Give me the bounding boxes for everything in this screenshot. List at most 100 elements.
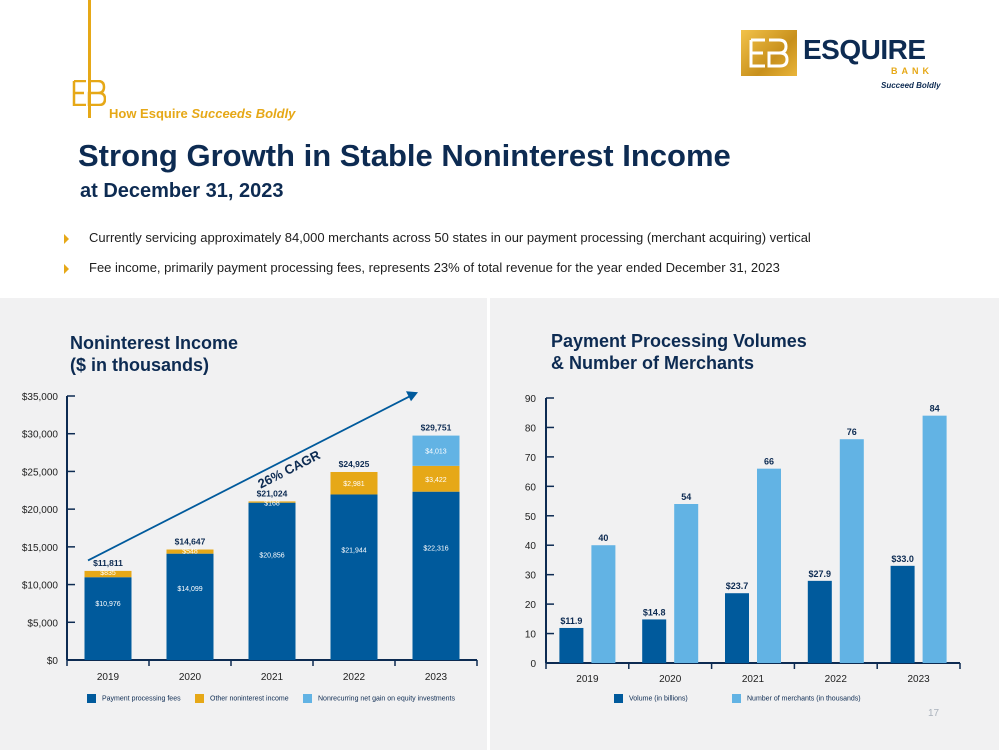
legend-label: Other noninterest income — [210, 695, 289, 703]
bar-segment — [166, 549, 214, 554]
bar-segment — [412, 465, 460, 492]
x-tick-label: 2022 — [825, 674, 848, 685]
x-tick-label: 2021 — [742, 674, 765, 685]
y-tick-label: 90 — [525, 394, 537, 405]
page-subtitle: at December 31, 2023 — [80, 180, 284, 202]
bar — [807, 580, 832, 663]
x-tick-label: 2023 — [425, 672, 448, 683]
bar-value-label: $33.0 — [891, 554, 914, 564]
bullet-item: Fee income, primarily payment processing… — [64, 260, 780, 275]
bullet-arrow-icon — [64, 263, 69, 274]
y-tick-label: $20,000 — [22, 505, 59, 516]
chart-title: Noninterest Income ($ in thousands) — [70, 332, 238, 376]
legend-swatch — [87, 694, 96, 703]
bar — [725, 593, 749, 663]
bar-value-label: 66 — [764, 457, 774, 467]
chart-title-line2: & Number of Merchants — [551, 353, 755, 373]
y-tick-label: $25,000 — [22, 467, 59, 478]
bar-value-label: $21,944 — [341, 547, 366, 554]
bar-value-label: $168 — [264, 500, 280, 507]
bar-value-label: $10,976 — [95, 601, 120, 608]
legend-swatch — [195, 694, 204, 703]
bar-value-label: 54 — [681, 492, 691, 502]
esquire-logo: ESQUIRE BANK Succeed Boldly — [741, 30, 941, 92]
legend-swatch — [614, 694, 623, 703]
logo-wordmark: ESQUIRE — [803, 34, 926, 65]
noninterest-income-chart: $0 $5,000 $10,000 $15,000 $20,000 $25,000 $30,… — [22, 391, 478, 683]
bar-value-label: $835 — [100, 570, 116, 577]
bar — [559, 627, 584, 663]
y-tick-label: $15,000 — [22, 543, 59, 554]
y-tick-label: 20 — [525, 600, 537, 611]
bar-value-label: $4,013 — [425, 449, 447, 456]
logo-emblem — [741, 30, 797, 76]
page-number: 17 — [928, 708, 940, 719]
bar-segment — [412, 491, 460, 660]
bar — [890, 565, 915, 663]
bar-value-label: 84 — [930, 404, 940, 414]
legend-item: Other noninterest income — [195, 694, 289, 703]
cagr-arrow-head — [406, 391, 418, 402]
y-tick-label: 50 — [525, 512, 537, 523]
x-tick-label: 2020 — [179, 672, 202, 683]
payment-processing-chart: 0 10 20 30 40 50 60 70 80 90 $11.9 40 2019 $14.8 54 202… — [525, 394, 961, 685]
noninterest-income-panel: Noninterest Income ($ in thousands) $0 $5… — [0, 298, 487, 750]
tagline: How Esquire Succeeds Boldly — [109, 106, 295, 121]
y-tick-label: $30,000 — [22, 430, 59, 441]
bar-value-label: $27.9 — [809, 569, 832, 579]
bar — [839, 439, 864, 663]
accent-line — [88, 0, 91, 118]
chart-title-line1: Payment Processing Volumes — [551, 331, 807, 351]
bar-segment — [84, 577, 132, 660]
bar-total-label: $11,811 — [93, 558, 123, 568]
y-tick-label: $35,000 — [22, 392, 59, 403]
bar-total-label: $14,647 — [175, 537, 206, 547]
bullet-arrow-icon — [64, 233, 69, 244]
cagr-arrow-line — [87, 394, 413, 562]
y-tick-label: 10 — [525, 630, 537, 641]
bar-segment — [166, 553, 214, 660]
x-tick-label: 2019 — [576, 674, 599, 685]
x-tick-label: 2023 — [907, 674, 930, 685]
bar-value-label: $23.7 — [726, 581, 749, 591]
bar-value-label: $11.9 — [560, 616, 582, 626]
bar-value-label: 76 — [847, 427, 857, 437]
y-tick-label: $0 — [47, 656, 59, 667]
bar — [757, 468, 781, 663]
x-tick-label: 2022 — [343, 672, 366, 683]
bar-total-label: $21,024 — [257, 488, 288, 498]
x-tick-label: 2019 — [97, 672, 120, 683]
bar-value-label: $2,981 — [343, 481, 365, 488]
bar-value-label: $548 — [182, 549, 198, 556]
y-tick-label: $10,000 — [22, 581, 59, 592]
y-tick-label: $5,000 — [27, 618, 58, 629]
legend-item: Nonrecurring net gain on equity investme… — [303, 694, 455, 703]
legend-swatch — [732, 694, 741, 703]
bar-value-label: $3,422 — [425, 477, 447, 484]
bullet-item: Currently servicing approximately 84,000… — [64, 230, 811, 245]
y-tick-label: 40 — [525, 541, 537, 552]
payment-processing-panel: Payment Processing Volumes & Number of M… — [490, 298, 999, 750]
bar — [591, 545, 616, 663]
bullet-text: Currently servicing approximately 84,000… — [89, 230, 811, 245]
bar-segment — [330, 494, 378, 660]
bar-value-label: $20,856 — [259, 553, 284, 560]
x-tick-label: 2021 — [261, 672, 284, 683]
legend-label: Nonrecurring net gain on equity investme… — [318, 695, 455, 703]
bar-total-label: $29,751 — [421, 423, 452, 433]
bar-segment — [248, 501, 296, 503]
legend-item: Number of merchants (in thousands) — [732, 694, 861, 703]
bar — [922, 415, 947, 663]
x-tick-label: 2020 — [659, 674, 682, 685]
eb-monogram-icon — [72, 80, 106, 106]
bar — [642, 619, 667, 663]
bar — [674, 504, 699, 663]
logo-tagline: Succeed Boldly — [881, 81, 941, 90]
y-tick-label: 30 — [525, 571, 537, 582]
bar-total-label: $24,925 — [339, 459, 370, 469]
tagline-emphasis: Succeeds Boldly — [191, 106, 296, 121]
legend-swatch — [303, 694, 312, 703]
legend-item: Payment processing fees — [87, 694, 181, 703]
page-title: Strong Growth in Stable Noninterest Inco… — [78, 138, 731, 173]
bar-segment — [412, 435, 460, 466]
